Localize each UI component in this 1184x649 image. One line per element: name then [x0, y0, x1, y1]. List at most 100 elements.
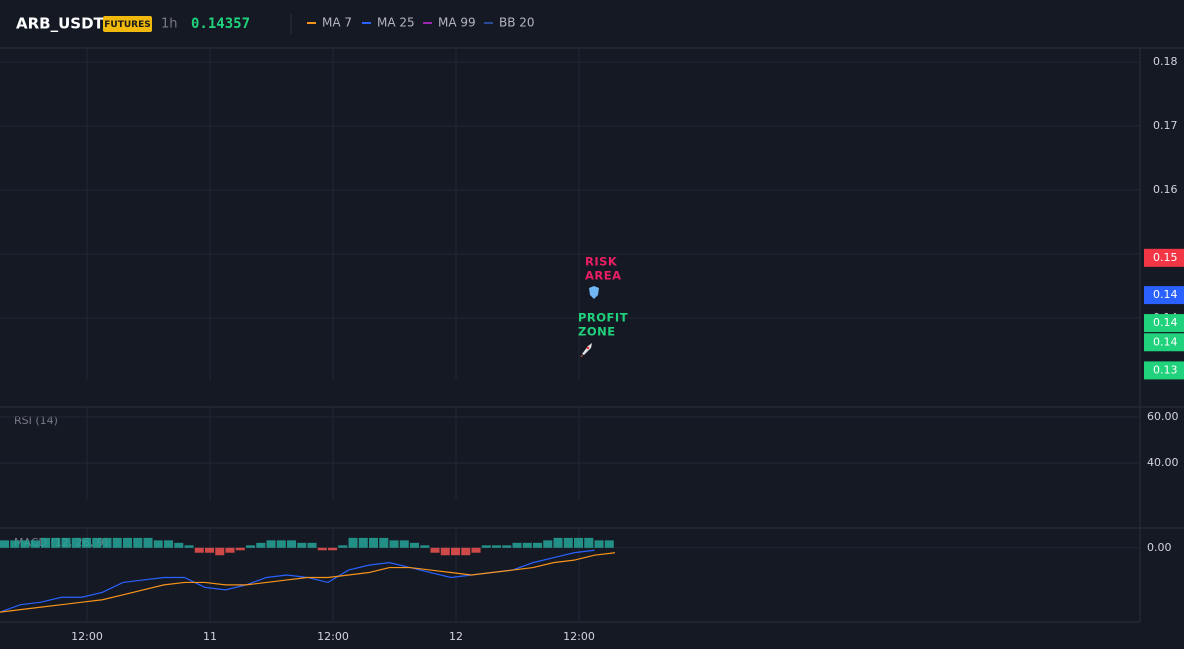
histogram-bar: [594, 540, 604, 548]
histogram-bar: [471, 547, 481, 553]
histogram-bar: [164, 540, 174, 548]
price-level-badge: [1144, 286, 1184, 305]
histogram-bar: [379, 537, 389, 548]
histogram-bar: [133, 537, 143, 548]
histogram-bar: [71, 537, 81, 548]
histogram-bar: [215, 547, 225, 556]
histogram-bar: [451, 547, 461, 556]
price-level-label: 0.13: [1153, 363, 1178, 376]
y-tick-label: 0.00: [1147, 541, 1172, 554]
badge-bg: [103, 16, 152, 32]
histogram-bar: [512, 542, 522, 548]
histogram-bar: [338, 545, 348, 548]
x-tick-label: 12:00: [317, 630, 349, 643]
histogram-bar: [174, 542, 184, 548]
histogram-bar: [20, 540, 30, 548]
x-tick-label: 12:00: [563, 630, 595, 643]
histogram-bar: [143, 537, 153, 548]
histogram-bar: [522, 542, 532, 548]
histogram-bar: [92, 537, 102, 548]
histogram-bar: [389, 540, 399, 548]
histogram-bar: [184, 545, 194, 548]
histogram-bar: [604, 540, 614, 548]
histogram-bar: [492, 545, 502, 548]
histogram-bar: [410, 542, 420, 548]
histogram-bar: [574, 537, 584, 548]
histogram-bar: [420, 545, 430, 548]
histogram-bar: [287, 540, 297, 548]
histogram-bar: [256, 542, 266, 548]
y-tick-label: 40.00: [1147, 456, 1179, 469]
y-tick-label: 60.00: [1147, 410, 1179, 423]
legend-label[interactable]: MA 99: [438, 16, 476, 30]
x-tick-label: 12: [449, 630, 463, 643]
x-tick-label: 12:00: [71, 630, 103, 643]
histogram-bar: [10, 540, 20, 548]
price-level-label: 0.15: [1153, 251, 1178, 264]
annotation: AREA: [585, 269, 622, 283]
y-tick-label: 0.18: [1153, 55, 1178, 68]
histogram-bar: [502, 545, 512, 548]
legend-label[interactable]: MA 25: [377, 16, 415, 30]
histogram-bar: [317, 547, 327, 551]
interval[interactable]: 1h: [161, 17, 178, 32]
histogram-bar: [481, 545, 491, 548]
last-price: 0.14357: [191, 16, 250, 32]
x-tick-label: 11: [203, 630, 217, 643]
symbol[interactable]: ARB_USDT: [16, 15, 105, 33]
histogram-bar: [51, 537, 61, 548]
histogram-bar: [584, 537, 594, 548]
histogram-bar: [369, 537, 379, 548]
legend-label[interactable]: BB 20: [499, 16, 535, 30]
histogram-bar: [0, 540, 10, 548]
price-level-label: 0.14: [1153, 316, 1178, 329]
histogram-bar: [61, 537, 71, 548]
histogram-bar: [328, 547, 338, 551]
histogram-bar: [225, 547, 235, 553]
histogram-bar: [276, 540, 286, 548]
profit-icon: [580, 343, 592, 357]
histogram-bar: [41, 537, 51, 548]
histogram-bar: [246, 545, 256, 548]
price-level-badge: [1144, 361, 1184, 380]
price-level-label: 0.14: [1153, 335, 1178, 348]
histogram-bar: [153, 540, 163, 548]
price-level-badge: [1144, 248, 1184, 267]
y-tick-label: 0.17: [1153, 119, 1178, 132]
histogram-bar: [297, 542, 307, 548]
histogram-bar: [543, 540, 553, 548]
histogram-bar: [30, 540, 40, 548]
histogram-bar: [440, 547, 450, 556]
histogram-bar: [205, 547, 215, 553]
legend-label[interactable]: MA 7: [322, 16, 352, 30]
histogram-bar: [307, 542, 317, 548]
badge: FUTURES: [104, 20, 150, 30]
histogram-bar: [358, 537, 368, 548]
histogram-bar: [123, 537, 133, 548]
annotation: RISK: [585, 255, 618, 269]
pane-title: RSI (14): [14, 414, 58, 427]
histogram-bar: [194, 547, 204, 553]
annotation: PROFIT: [578, 311, 628, 325]
price-level-badge: [1144, 314, 1184, 333]
price-level-label: 0.14: [1153, 288, 1178, 301]
histogram-bar: [461, 547, 471, 556]
price-level-badge: [1144, 333, 1184, 352]
histogram-bar: [102, 537, 112, 548]
y-tick-label: 0.16: [1153, 183, 1178, 196]
histogram-bar: [553, 537, 563, 548]
histogram-bar: [235, 547, 245, 551]
histogram-bar: [112, 537, 122, 548]
macd-line: [0, 552, 616, 613]
histogram-bar: [348, 537, 358, 548]
histogram-bar: [563, 537, 573, 548]
histogram-bar: [533, 542, 543, 548]
annotation: ZONE: [578, 325, 616, 339]
histogram-bar: [82, 537, 92, 548]
histogram-bar: [399, 540, 409, 548]
risk-icon: [589, 286, 599, 299]
histogram-bar: [430, 547, 440, 553]
histogram-bar: [266, 540, 276, 548]
